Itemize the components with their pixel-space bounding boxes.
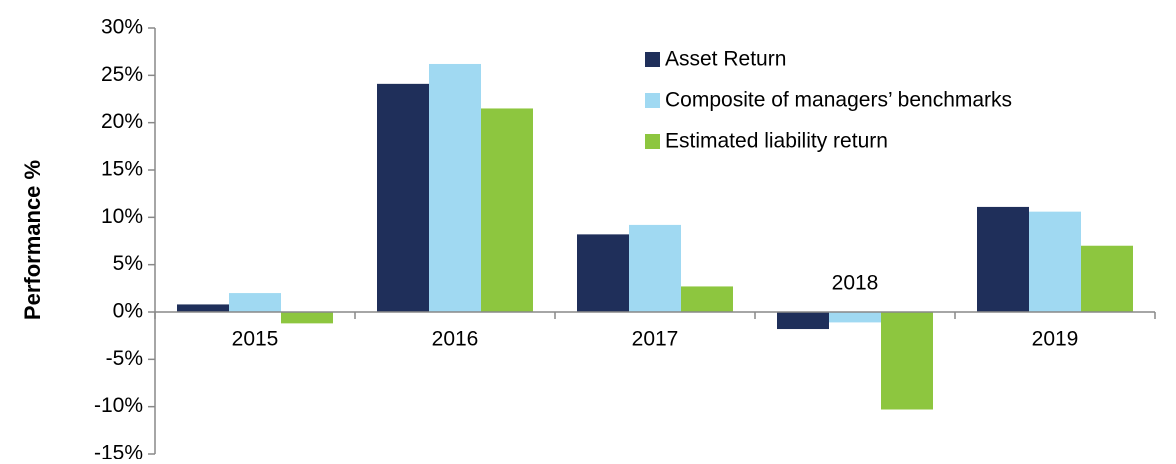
legend-swatch (645, 93, 660, 108)
x-tick-label: 2019 (1032, 328, 1079, 351)
legend-swatch (645, 52, 660, 67)
x-tick-label: 2017 (632, 328, 679, 351)
bar (377, 83, 429, 312)
y-tick-label: -5% (106, 347, 143, 370)
bar (281, 312, 333, 324)
y-tick-label: -10% (94, 394, 143, 417)
bar (681, 286, 733, 312)
bar (177, 304, 229, 312)
y-tick-label: 25% (101, 63, 143, 86)
y-axis-title: Performance % (20, 160, 45, 320)
y-tick-label: -15% (94, 442, 143, 459)
y-tick-label: 0% (113, 300, 143, 323)
legend-swatch (645, 134, 660, 149)
bar (1081, 245, 1133, 312)
x-tick-label: 2016 (432, 328, 479, 351)
legend-label: Composite of managers’ benchmarks (665, 89, 1012, 112)
bar (777, 312, 829, 330)
y-tick-label: 15% (101, 158, 143, 181)
y-tick-label: 30% (101, 16, 143, 39)
bar (481, 108, 533, 312)
bar (829, 312, 881, 323)
bar (429, 63, 481, 313)
bar (1029, 211, 1081, 312)
legend-label: Estimated liability return (665, 130, 888, 153)
bar (881, 312, 933, 410)
bar (629, 224, 681, 312)
y-tick-label: 5% (113, 252, 143, 275)
legend-label: Asset Return (665, 48, 786, 71)
y-tick-label: 20% (101, 110, 143, 133)
bar (577, 234, 629, 312)
bar (229, 293, 281, 312)
bar (977, 206, 1029, 312)
x-tick-label: 2018 (832, 272, 879, 295)
x-tick-label: 2015 (232, 328, 279, 351)
y-tick-label: 10% (101, 205, 143, 228)
